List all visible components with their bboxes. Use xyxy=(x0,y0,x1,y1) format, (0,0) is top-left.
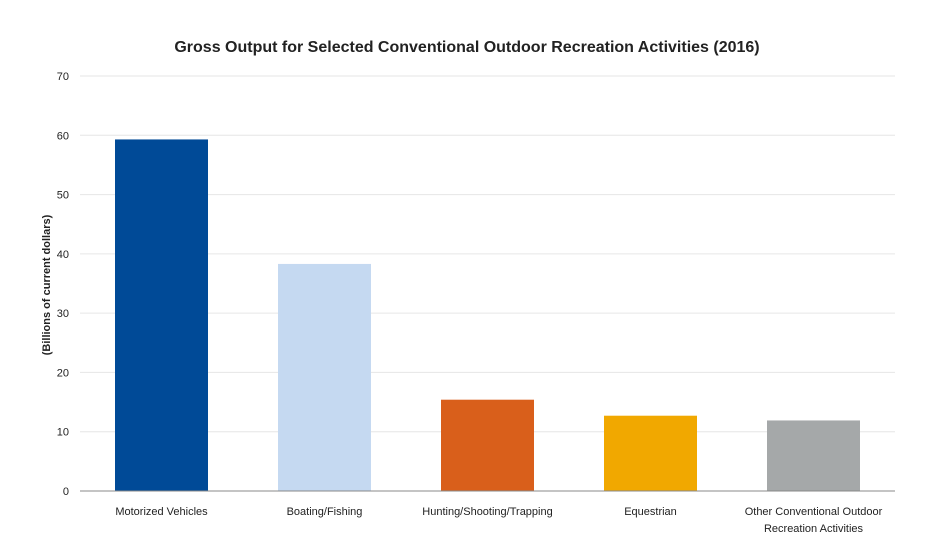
y-tick-label: 10 xyxy=(57,427,69,439)
bar-5 xyxy=(767,420,860,491)
x-category-label: Other Conventional Outdoor Recreation Act… xyxy=(745,506,883,535)
y-tick-label: 50 xyxy=(57,190,69,202)
x-category-label-line: Other Conventional Outdoor xyxy=(745,506,883,518)
x-category-label: Boating/Fishing xyxy=(287,506,363,518)
y-tick-label: 40 xyxy=(57,249,69,261)
chart-title: Gross Output for Selected Conventional O… xyxy=(174,39,759,56)
x-category-label-line: Hunting/Shooting/Trapping xyxy=(422,506,552,518)
x-category-label-line: Boating/Fishing xyxy=(287,506,363,518)
x-category-label: Hunting/Shooting/Trapping xyxy=(422,506,552,518)
y-tick-label: 30 xyxy=(57,308,69,320)
bar-1 xyxy=(115,139,208,491)
bar-3 xyxy=(441,399,534,491)
gridlines xyxy=(80,75,895,433)
y-axis-label: (Billions of current dollars) xyxy=(41,214,53,355)
bar-2 xyxy=(278,263,371,491)
x-category-label: Motorized Vehicles xyxy=(115,506,208,518)
y-tick-label: 20 xyxy=(57,367,69,379)
bars xyxy=(115,139,860,491)
y-tick-label: 60 xyxy=(57,130,69,142)
x-category-label-line: Motorized Vehicles xyxy=(115,506,208,518)
x-category-label: Equestrian xyxy=(624,506,677,518)
y-tick-label: 0 xyxy=(63,486,69,498)
x-axis-categories: Motorized Vehicles Boating/Fishing Hunting… xyxy=(115,506,882,535)
x-category-label-line: Recreation Activities xyxy=(764,523,864,535)
x-category-label-line: Equestrian xyxy=(624,506,677,518)
bar-4 xyxy=(604,415,697,491)
y-axis-ticks: 0 10 20 30 40 50 60 70 xyxy=(57,71,69,498)
y-tick-label: 70 xyxy=(57,71,69,83)
